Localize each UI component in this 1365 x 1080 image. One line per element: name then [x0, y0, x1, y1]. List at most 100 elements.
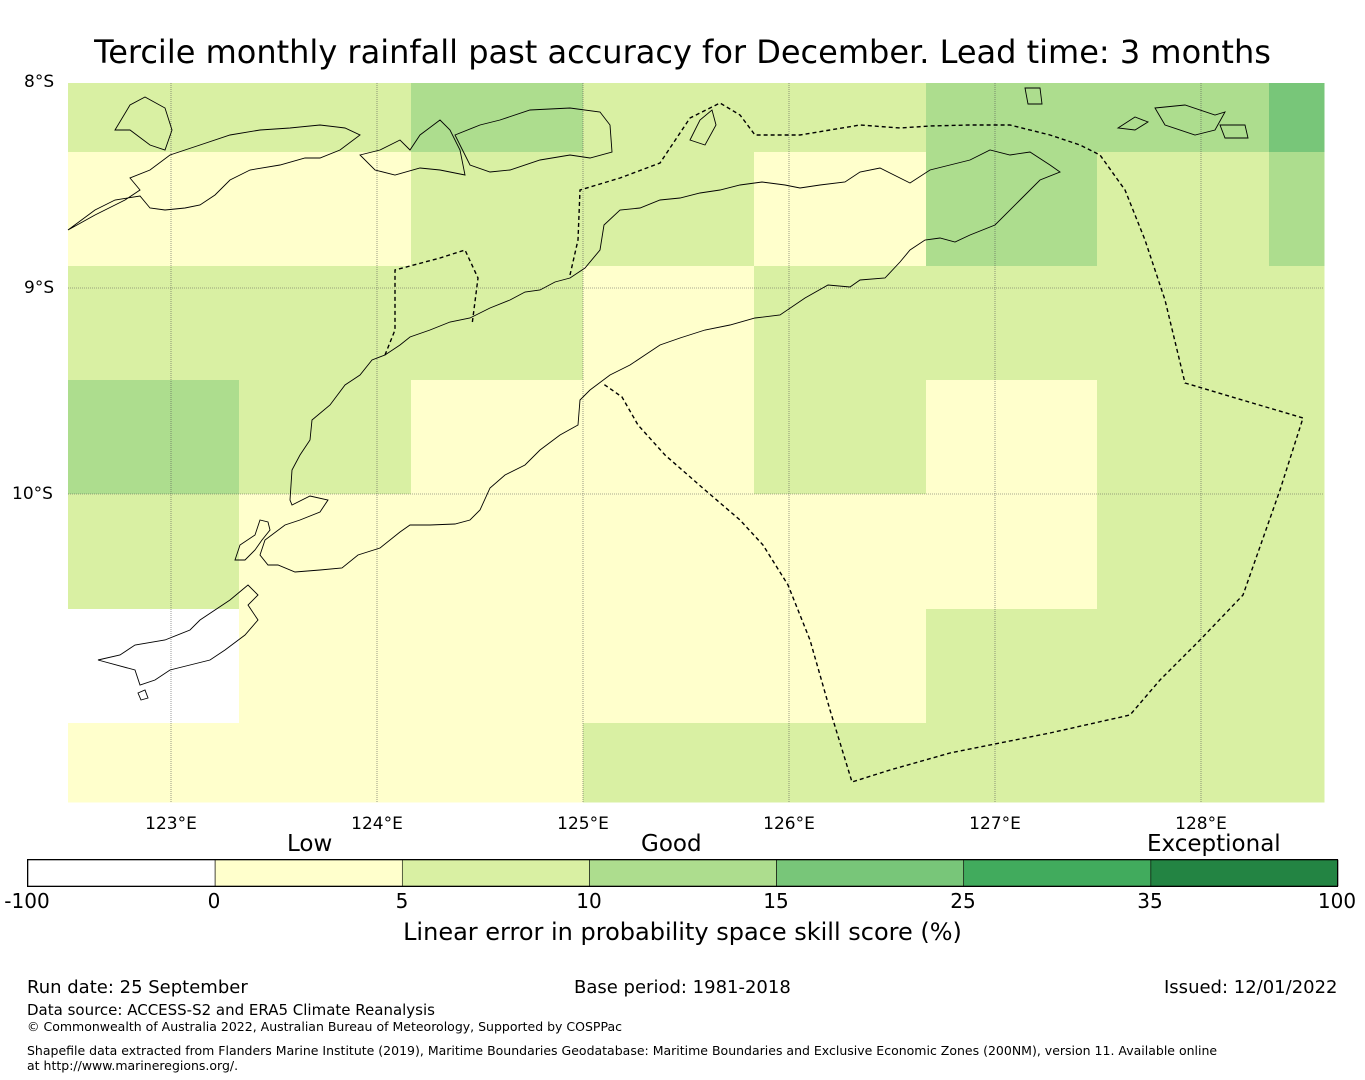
cb-tick-15: 15: [763, 889, 789, 913]
grid-cell-r1-c7: [1269, 152, 1325, 267]
grid-cell-r5-c4: [754, 609, 927, 724]
cb-tick-neg100: -100: [4, 889, 50, 913]
grid-cell-r2-c3: [583, 266, 755, 381]
colorbar-bin-2: [401, 859, 590, 887]
lon-label-127e: 127°E: [969, 814, 1021, 834]
grid-cell-r4-c0: [68, 494, 240, 610]
grid-cell-r4-c2: [411, 494, 584, 610]
grid-cell-r5-c5: [926, 609, 1098, 724]
eez-boundary: [384, 102, 1304, 783]
skill-grid: [68, 83, 1325, 803]
shapefile-credit: Shapefile data extracted from Flanders M…: [27, 1043, 1218, 1073]
coastline: [67, 87, 1249, 701]
colorbar-label: Linear error in probability space skill …: [403, 918, 962, 946]
cb-tick-10: 10: [576, 889, 602, 913]
grid-cell-r3-c2: [411, 380, 584, 495]
grid-cell-r2-c1: [239, 266, 412, 381]
cb-tick-35: 35: [1137, 889, 1163, 913]
small-island-2: [1219, 124, 1249, 139]
run-date: Run date: 25 September: [27, 977, 248, 998]
grid-cell-r5-c6: [1097, 609, 1270, 724]
grid-cell-r3-c5: [926, 380, 1098, 495]
grid-cell-r1-c5: [926, 152, 1098, 267]
grid-cell-r2-c7: [1269, 266, 1325, 381]
grid-cell-r6-c3: [583, 723, 755, 803]
colorbar-bin-0: [27, 859, 216, 887]
lat-label-8s: 8°S: [24, 72, 55, 92]
grid-cell-r4-c3: [583, 494, 755, 610]
grid-cell-r5-c3: [583, 609, 755, 724]
grid-cell-r2-c2: [411, 266, 584, 381]
grid-cell-r0-c4: [754, 83, 927, 153]
lon-label-124e: 124°E: [351, 814, 403, 834]
grid-cell-r6-c7: [1269, 723, 1325, 803]
ndao-islet: [137, 689, 149, 701]
jaco-islet: [234, 519, 271, 561]
atauro-island: [689, 109, 717, 146]
grid-cell-r1-c4: [754, 152, 927, 267]
lon-label-125e: 125°E: [557, 814, 609, 834]
cb-tick-25: 25: [950, 889, 976, 913]
grid-cell-r6-c6: [1097, 723, 1270, 803]
small-island-1: [1024, 87, 1043, 105]
wetar-coast: [1154, 104, 1226, 136]
category-good: Good: [641, 831, 702, 857]
lembata-coast: [359, 119, 466, 176]
grid-cell-r0-c7: [1269, 83, 1325, 153]
cb-tick-100: 100: [1317, 889, 1357, 913]
issued-date: Issued: 12/01/2022: [1164, 977, 1338, 998]
lon-label-128e: 128°E: [1175, 814, 1227, 834]
grid-cell-r0-c1: [239, 83, 412, 153]
category-low: Low: [287, 831, 333, 857]
grid-cell-r1-c3: [583, 152, 755, 267]
grid-cell-r6-c2: [411, 723, 584, 803]
grid-cell-r2-c0: [68, 266, 240, 381]
lat-label-10s: 10°S: [12, 484, 53, 504]
grid-cell-r6-c5: [926, 723, 1098, 803]
grid-cell-r4-c5: [926, 494, 1098, 610]
lon-label-123e: 123°E: [145, 814, 197, 834]
alor-pantar-coast: [67, 124, 361, 231]
category-exceptional: Exceptional: [1147, 831, 1281, 857]
grid-cell-r2-c6: [1097, 266, 1270, 381]
grid-cell-r3-c4: [754, 380, 927, 495]
grid-cell-r2-c5: [926, 266, 1098, 381]
colorbar-bin-5: [963, 859, 1152, 887]
kisar-island: [1116, 116, 1150, 131]
grid-cell-r3-c0: [68, 380, 240, 495]
colorbar-bin-4: [776, 859, 965, 887]
grid-cell-r5-c7: [1269, 609, 1325, 724]
grid-cell-r5-c1: [239, 609, 412, 724]
grid-cell-r5-c2: [411, 609, 584, 724]
cb-tick-0: 0: [207, 889, 221, 913]
map-title: Tercile monthly rainfall past accuracy f…: [94, 33, 1271, 71]
grid-cell-r4-c4: [754, 494, 927, 610]
copyright: © Commonwealth of Australia 2022, Austra…: [27, 1019, 622, 1034]
colorbar: [27, 859, 1339, 887]
grid-cell-r5-c0: [68, 609, 240, 724]
colorbar-bin-3: [589, 859, 777, 887]
grid-cell-r0-c2: [411, 83, 584, 153]
cb-tick-5: 5: [395, 889, 409, 913]
lat-label-9s: 9°S: [24, 278, 55, 298]
colorbar-bin-1: [214, 859, 403, 887]
grid-cell-r1-c1: [239, 152, 412, 267]
grid-cell-r1-c6: [1097, 152, 1270, 267]
grid-cell-r6-c0: [68, 723, 240, 803]
lon-label-126e: 126°E: [763, 814, 815, 834]
flores-east-coast: [114, 96, 173, 151]
grid-cell-r4-c6: [1097, 494, 1270, 610]
ombai-islands: [454, 107, 613, 173]
grid-cell-r2-c4: [754, 266, 927, 381]
base-period: Base period: 1981-2018: [574, 977, 791, 998]
grid-cell-r4-c1: [239, 494, 412, 610]
grid-cell-r3-c1: [239, 380, 412, 495]
data-source: Data source: ACCESS-S2 and ERA5 Climate …: [27, 1001, 435, 1019]
grid-cell-r4-c7: [1269, 494, 1325, 610]
grid-cell-r0-c6: [1097, 83, 1270, 153]
grid-cell-r3-c3: [583, 380, 755, 495]
gridlines: [68, 83, 1324, 802]
grid-cell-r6-c1: [239, 723, 412, 803]
colorbar-bin-6: [1150, 859, 1339, 887]
